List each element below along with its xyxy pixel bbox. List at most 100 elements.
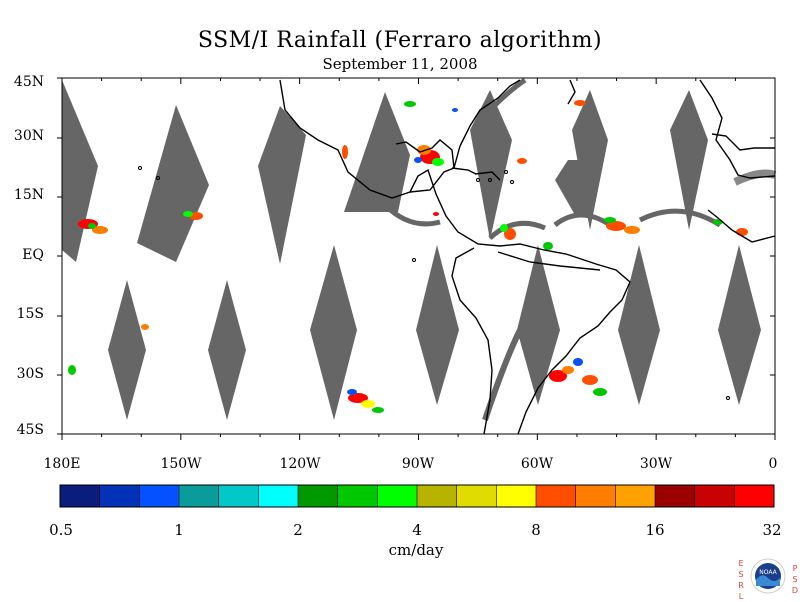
rain-patch (504, 228, 516, 240)
colorbar-tick-2: 2 (293, 521, 303, 539)
rain-patch (543, 242, 553, 250)
logo-letter: E (738, 559, 744, 568)
island (138, 166, 142, 170)
swath-gap (62, 80, 98, 262)
lat-label-15n: 15N (13, 187, 44, 203)
logo-letter: R (738, 581, 744, 590)
island (412, 258, 416, 262)
island (726, 396, 730, 400)
lat-label-45s: 45S (16, 422, 44, 438)
island (510, 180, 514, 184)
swath-gap (108, 280, 146, 420)
colorbar-swatch (496, 485, 537, 507)
coastline (395, 139, 455, 193)
lon-label-120w: 120W (279, 456, 321, 472)
logo-right-letters: P S D (791, 563, 799, 596)
colorbar-swatch (377, 485, 418, 507)
colorbar (59, 484, 775, 508)
lat-label-30n: 30N (13, 128, 44, 144)
rain-patch (573, 358, 583, 366)
rain-patch (606, 221, 626, 231)
colorbar-swatch (456, 485, 497, 507)
colorbar-swatch (218, 485, 259, 507)
logo-left-letters: E S R L (737, 558, 745, 602)
rain-patches (68, 100, 748, 413)
lat-label-15s: 15S (16, 306, 44, 322)
colorbar-swatch (536, 485, 577, 507)
swath-gap (208, 280, 246, 420)
rain-patch (736, 228, 748, 236)
colorbar-tick-1: 1 (174, 521, 184, 539)
colorbar-swatch (179, 485, 220, 507)
colorbar-tick-32: 32 (762, 521, 782, 539)
colorbar-tick-4: 4 (412, 521, 422, 539)
swath-gap-arc (488, 220, 546, 240)
swath-gap (470, 90, 512, 240)
coastline (711, 133, 775, 151)
rain-patch (88, 223, 96, 229)
colorbar-swatch (575, 485, 616, 507)
logo-letter: L (738, 592, 744, 601)
logo-letter: S (792, 575, 798, 584)
coastline (699, 79, 776, 179)
swath-gap (258, 106, 306, 264)
swath-gap (618, 245, 660, 405)
logo-letter: P (792, 564, 798, 573)
colorbar-swatch (99, 485, 140, 507)
island (488, 178, 492, 182)
figure-title: SSM/I Rainfall (Ferraro algorithm) (197, 28, 603, 53)
coastline (497, 251, 601, 271)
swath-gap (670, 90, 708, 230)
colorbar-swatch (615, 485, 656, 507)
rain-patch (92, 226, 108, 234)
logo-wave (756, 575, 780, 586)
swath-gap (137, 105, 209, 262)
swath-gap (416, 245, 459, 405)
colorbar-swatch (337, 485, 378, 507)
swath-gap-arc (383, 203, 441, 227)
colorbar-tick-8: 8 (531, 521, 541, 539)
rain-patch (574, 100, 586, 106)
coastline (451, 167, 477, 175)
colorbar-tick-16: 16 (645, 521, 665, 539)
lon-label-60w: 60W (520, 456, 554, 472)
swath-gap-arc (638, 208, 722, 228)
colorbar-swatch (60, 485, 101, 507)
rain-patch (549, 370, 567, 382)
island (504, 170, 508, 174)
rain-patch (348, 393, 368, 403)
lon-label-180e: 180E (43, 456, 81, 472)
figure-date: September 11, 2008 (322, 55, 478, 73)
rain-patch (593, 388, 607, 396)
swath-gap (517, 245, 560, 405)
rain-patch (361, 400, 375, 408)
lon-label-0: 0 (768, 456, 778, 472)
rain-patch (604, 217, 616, 223)
colorbar-swatch (298, 485, 339, 507)
lon-label-90w: 90W (401, 456, 435, 472)
island (156, 176, 160, 180)
lon-label-30w: 30W (639, 456, 673, 472)
colorbar-swatch (655, 485, 696, 507)
colorbar-swatch (139, 485, 180, 507)
lat-label-30s: 30S (16, 366, 44, 382)
rain-patch (372, 407, 384, 413)
island (476, 178, 480, 182)
axis-ticks (57, 77, 776, 440)
swath-gap (718, 245, 761, 405)
rain-patch (68, 365, 76, 375)
rain-patch (562, 366, 574, 374)
logo-letter: D (791, 586, 799, 595)
rain-patch (414, 157, 422, 163)
rain-patch (582, 375, 598, 385)
rain-patch (452, 108, 458, 112)
colorbar-swatch (734, 485, 775, 507)
coastline (451, 247, 493, 435)
rain-patch (713, 219, 723, 225)
rain-patch (433, 212, 439, 216)
colorbar-tick-0-5: 0.5 (49, 521, 73, 539)
coastline (279, 79, 631, 435)
coastline (453, 79, 521, 169)
